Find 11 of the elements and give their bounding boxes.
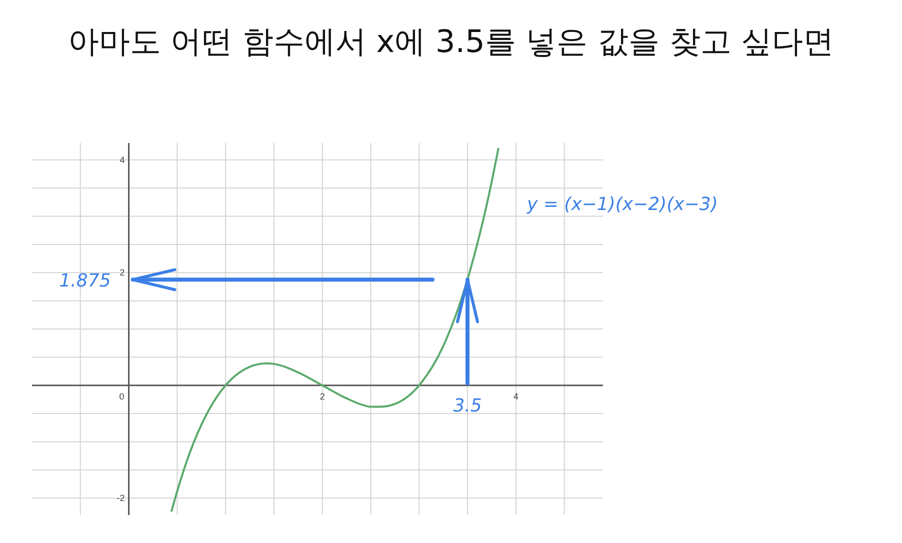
chart-title: 아마도 어떤 함수에서 x에 3.5를 넣은 값을 찾고 싶다면 [68, 24, 834, 60]
y-tick-label: -2 [116, 493, 125, 504]
annotation: y = (x−1)(x−2)(x−3) [526, 194, 718, 215]
line-series [170, 147, 500, 513]
y-tick-label: 4 [120, 154, 125, 165]
annotation: 1.875 [59, 270, 111, 292]
x-tick-label: 2 [320, 391, 325, 402]
x-tick-label: 4 [513, 391, 518, 402]
x-tick-label: 0 [119, 391, 124, 402]
y-tick-label: 2 [120, 268, 125, 278]
annotation: 3.5 [453, 395, 482, 416]
